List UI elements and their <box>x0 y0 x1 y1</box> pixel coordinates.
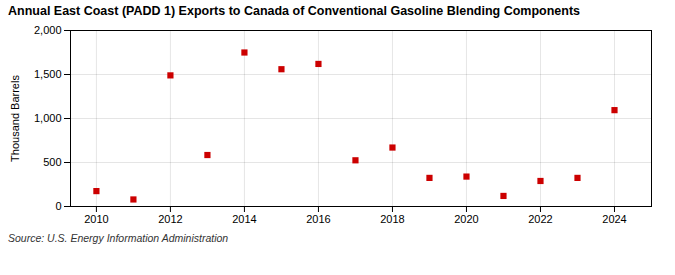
svg-text:2010: 2010 <box>84 213 108 225</box>
svg-text:2014: 2014 <box>232 213 256 225</box>
html-text:Annual East Coast (PADD 1) Exp: Annual East Coast (PADD 1) Exports to Ca… <box>8 4 580 18</box>
svg-text:2020: 2020 <box>454 213 478 225</box>
svg-text:Thousand Barrels: Thousand Barrels <box>9 75 21 162</box>
svg-text:2024: 2024 <box>602 213 626 225</box>
svg-text:1,000: 1,000 <box>34 112 62 124</box>
svg-text:2012: 2012 <box>158 213 182 225</box>
svg-text:1,500: 1,500 <box>34 68 62 80</box>
svg-text:2018: 2018 <box>380 213 404 225</box>
svg-text:2016: 2016 <box>306 213 330 225</box>
svg-text:500: 500 <box>43 156 61 168</box>
svg-text:2,000: 2,000 <box>34 24 62 36</box>
svg-text:0: 0 <box>55 200 61 212</box>
svg-text:2022: 2022 <box>528 213 552 225</box>
html-text:Source: U.S. Energy Informatio: Source: U.S. Energy Information Administ… <box>8 232 229 244</box>
